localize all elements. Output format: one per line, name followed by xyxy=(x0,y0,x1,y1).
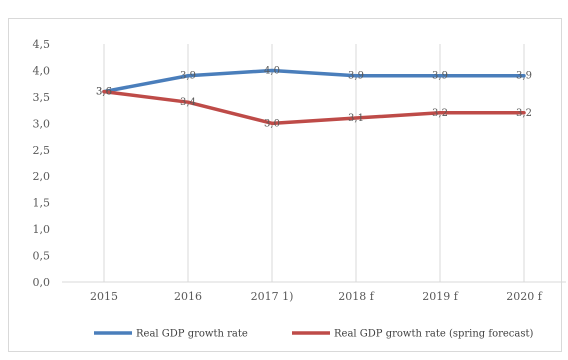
x-tick-label: 2015 xyxy=(90,290,118,303)
data-label: 3,9 xyxy=(348,71,364,82)
y-tick-label: 2,5 xyxy=(33,144,51,157)
y-tick-label: 3,0 xyxy=(33,117,51,130)
data-label: 3,2 xyxy=(432,108,448,119)
series-line xyxy=(102,68,526,94)
y-tick-label: 0,5 xyxy=(33,250,51,263)
y-tick-label: 4,5 xyxy=(33,38,51,51)
data-label: 3,9 xyxy=(432,71,448,82)
y-tick-label: 0,0 xyxy=(33,276,51,289)
x-tick-label: 2020 f xyxy=(506,290,542,303)
data-label: 3,0 xyxy=(264,118,280,129)
y-tick-label: 4,0 xyxy=(33,64,51,77)
data-label: 3,9 xyxy=(180,71,196,82)
y-tick-label: 1,0 xyxy=(33,223,51,236)
data-label: 3,4 xyxy=(180,97,196,108)
data-label: 3,2 xyxy=(516,108,532,119)
y-tick-label: 1,5 xyxy=(33,197,51,210)
legend-label: Real GDP growth rate (spring forecast) xyxy=(334,329,534,340)
x-tick-label: 2018 f xyxy=(338,290,374,303)
data-label: 3,6 xyxy=(96,87,112,98)
y-tick-label: 2,0 xyxy=(33,170,51,183)
x-tick-label: 2019 f xyxy=(422,290,458,303)
chart-frame xyxy=(8,18,562,352)
data-label: 3,1 xyxy=(348,113,364,124)
series-line xyxy=(102,89,526,126)
data-label: 4,0 xyxy=(264,65,280,76)
data-label: 3,9 xyxy=(516,71,532,82)
data-label: 3,6 xyxy=(96,87,112,98)
x-tick-label: 2017 1) xyxy=(251,290,294,303)
x-tick-label: 2016 xyxy=(174,290,202,303)
y-tick-label: 3,5 xyxy=(33,91,51,104)
legend-label: Real GDP growth rate xyxy=(136,329,248,340)
